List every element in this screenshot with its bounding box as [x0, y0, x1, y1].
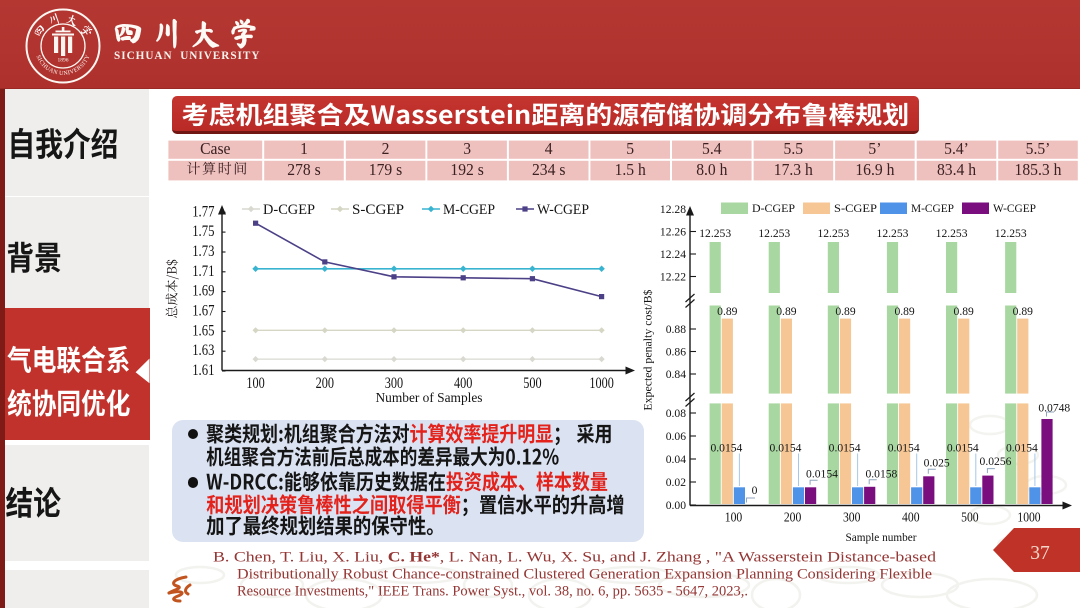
svg-text:W-CGEP: W-CGEP	[993, 201, 1036, 215]
svg-text:1000: 1000	[589, 375, 614, 392]
svg-text:500: 500	[523, 375, 542, 392]
svg-text:0.0748: 0.0748	[1038, 402, 1070, 415]
svg-text:0.89: 0.89	[1013, 305, 1033, 318]
svg-text:0.88: 0.88	[666, 323, 686, 336]
svg-text:12.253: 12.253	[936, 227, 968, 240]
svg-text:1.71: 1.71	[192, 263, 214, 280]
svg-text:S-CGEP: S-CGEP	[352, 202, 404, 218]
svg-text:234 s: 234 s	[532, 160, 565, 179]
svg-text:400: 400	[902, 509, 920, 524]
svg-text:5.5: 5.5	[784, 139, 804, 158]
svg-text:D-CGEP: D-CGEP	[752, 201, 795, 215]
svg-text:0.89: 0.89	[894, 305, 914, 318]
svg-text:1.61: 1.61	[192, 362, 214, 379]
svg-text:M-CGEP: M-CGEP	[911, 201, 954, 215]
svg-text:1.69: 1.69	[192, 283, 215, 300]
svg-text:0.0154: 0.0154	[888, 442, 920, 455]
svg-text:500: 500	[961, 509, 979, 524]
svg-text:2: 2	[382, 139, 390, 158]
svg-text:5.4’: 5.4’	[944, 139, 969, 158]
svg-text:0.02: 0.02	[666, 476, 686, 489]
svg-text:S-CGEP: S-CGEP	[834, 201, 877, 215]
svg-text:1.63: 1.63	[192, 342, 215, 359]
svg-text:5’: 5’	[868, 139, 881, 158]
svg-text:83.4 h: 83.4 h	[937, 160, 977, 179]
svg-text:185.3 h: 185.3 h	[1015, 160, 1062, 179]
svg-text:12.253: 12.253	[758, 227, 790, 240]
svg-text:1.5 h: 1.5 h	[615, 160, 647, 179]
svg-text:200: 200	[316, 375, 335, 392]
svg-text:3: 3	[463, 139, 471, 158]
svg-text:12.24: 12.24	[660, 248, 686, 261]
svg-text:0.08: 0.08	[666, 407, 686, 420]
svg-text:0.0154: 0.0154	[710, 442, 742, 455]
svg-text:1: 1	[300, 139, 308, 158]
svg-text:0.89: 0.89	[776, 305, 796, 318]
svg-text:5: 5	[626, 139, 634, 158]
svg-text:278 s: 278 s	[287, 160, 320, 179]
svg-text:W-CGEP: W-CGEP	[537, 202, 589, 218]
svg-text:0.89: 0.89	[835, 305, 855, 318]
svg-text:12.253: 12.253	[995, 227, 1027, 240]
svg-text:0.89: 0.89	[717, 305, 737, 318]
svg-text:1000: 1000	[1017, 509, 1041, 524]
svg-text:1.75: 1.75	[192, 223, 215, 240]
svg-text:37: 37	[1030, 543, 1050, 564]
svg-text:0.0154: 0.0154	[829, 442, 861, 455]
svg-text:12.253: 12.253	[817, 227, 849, 240]
svg-text:192 s: 192 s	[450, 160, 483, 179]
svg-text:100: 100	[725, 509, 743, 524]
svg-text:179 s: 179 s	[369, 160, 402, 179]
svg-text:0.00: 0.00	[666, 499, 686, 512]
svg-text:Case: Case	[200, 139, 230, 158]
svg-text:5.4: 5.4	[702, 139, 722, 158]
svg-text:4: 4	[545, 139, 553, 158]
svg-text:17.3 h: 17.3 h	[774, 160, 814, 179]
svg-text:0.04: 0.04	[666, 453, 686, 466]
svg-text:0.0154: 0.0154	[770, 442, 802, 455]
svg-text:Resource Investments," IEEE Tr: Resource Investments," IEEE Trans. Power…	[237, 584, 748, 600]
svg-text:12.28: 12.28	[660, 203, 686, 216]
svg-text:12.253: 12.253	[699, 227, 731, 240]
svg-text:, L. Nan, L. Wu, X. Su, and J.: , L. Nan, L. Wu, X. Su, and J. Zhang , "…	[440, 550, 936, 566]
svg-text:0.025: 0.025	[924, 457, 950, 470]
svg-text:Number of Samples: Number of Samples	[376, 390, 483, 405]
svg-text:C. He*: C. He*	[388, 550, 440, 566]
svg-text:100: 100	[246, 375, 265, 392]
svg-text:Distributionally Robust Chance: Distributionally Robust Chance-constrain…	[237, 567, 932, 583]
svg-text:1.65: 1.65	[192, 322, 215, 339]
svg-text:B. Chen, T. Liu, X. Liu,: B. Chen, T. Liu, X. Liu,	[213, 550, 383, 566]
svg-text:16.9 h: 16.9 h	[855, 160, 895, 179]
svg-text:300: 300	[843, 509, 861, 524]
svg-text:Sample number: Sample number	[846, 530, 917, 544]
svg-text:1896: 1896	[58, 58, 69, 64]
svg-text:200: 200	[784, 509, 802, 524]
svg-text:1.67: 1.67	[192, 303, 215, 320]
svg-text:0.84: 0.84	[666, 368, 686, 381]
svg-text:8.0 h: 8.0 h	[696, 160, 728, 179]
svg-text:0.89: 0.89	[954, 305, 974, 318]
svg-text:300: 300	[385, 375, 404, 392]
svg-text:0.0154: 0.0154	[947, 442, 979, 455]
svg-text:5.5’: 5.5’	[1026, 139, 1051, 158]
svg-text:0.0154: 0.0154	[806, 468, 838, 481]
svg-text:M-CGEP: M-CGEP	[443, 202, 495, 218]
svg-text:0: 0	[752, 484, 758, 497]
svg-text:Expected penalty cost/B$: Expected penalty cost/B$	[641, 290, 655, 411]
svg-text:0.0158: 0.0158	[865, 468, 897, 481]
svg-text:0.86: 0.86	[666, 346, 686, 359]
svg-text:400: 400	[454, 375, 473, 392]
svg-text:1.77: 1.77	[192, 203, 215, 220]
svg-text:0.0154: 0.0154	[1006, 442, 1038, 455]
svg-text:12.22: 12.22	[660, 271, 686, 284]
svg-text:0.0256: 0.0256	[980, 455, 1012, 468]
svg-text:D-CGEP: D-CGEP	[263, 202, 315, 218]
svg-text:12.26: 12.26	[660, 226, 686, 239]
svg-text:1.73: 1.73	[192, 243, 215, 260]
svg-text:0.06: 0.06	[666, 430, 686, 443]
svg-text:12.253: 12.253	[877, 227, 909, 240]
